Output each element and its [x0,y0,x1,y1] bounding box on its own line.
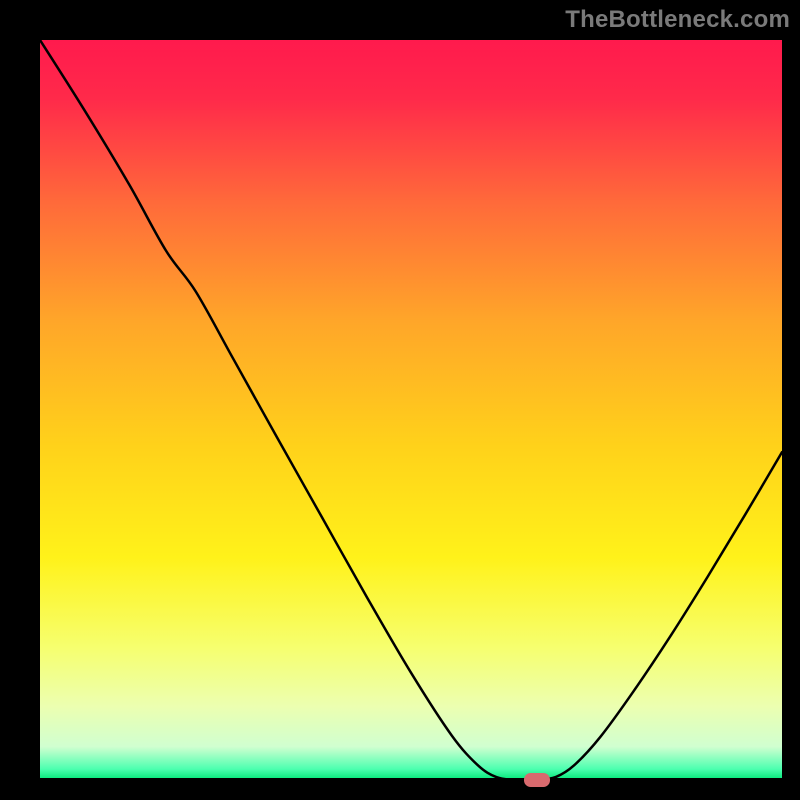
chart-container: TheBottleneck.com [0,0,800,800]
chart-baseline [40,778,782,780]
plot-area [40,40,782,780]
bottleneck-curve [40,40,782,780]
watermark-text: TheBottleneck.com [565,6,790,34]
optimal-point-marker [524,773,551,786]
